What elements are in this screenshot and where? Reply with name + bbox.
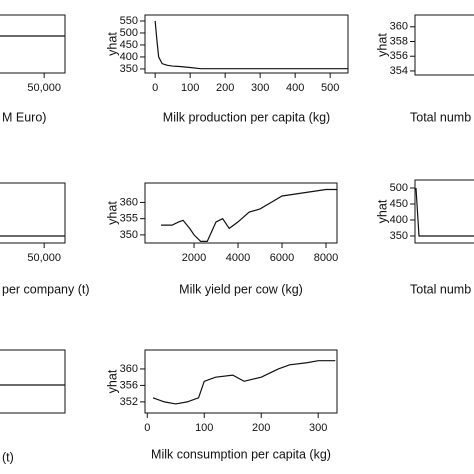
plot-frame [0, 182, 66, 244]
plot-frame [0, 349, 66, 414]
plot-frame [144, 349, 338, 414]
x-tick-label: 0 [152, 82, 158, 94]
y-tick-label: 400 [390, 214, 408, 226]
x-tick-label: 0 [144, 422, 150, 434]
x-axis-label: Total numb [410, 110, 471, 124]
plot-frame [144, 182, 338, 244]
y-axis-label: yhat [375, 199, 389, 223]
pd-curve [152, 360, 336, 405]
x-tick-label: 300 [309, 422, 327, 434]
x-tick-label: 50,000 [27, 252, 61, 264]
x-tick-label: 50,000 [27, 82, 61, 94]
x-tick-label: 4000 [226, 252, 250, 264]
x-axis-label: Milk yield per cow (kg) [179, 282, 303, 296]
x-axis-label: Total numb [410, 282, 471, 296]
x-axis-label: (t) [2, 450, 14, 464]
pd-curve [161, 188, 337, 242]
y-tick-label: 358 [390, 35, 408, 47]
plot-frame [0, 14, 66, 74]
y-tick-label: 550 [120, 15, 138, 27]
x-tick-label: 8000 [314, 252, 338, 264]
x-tick-label: 200 [252, 422, 270, 434]
x-tick-label: 2000 [182, 252, 206, 264]
y-tick-label: 355 [120, 213, 138, 225]
y-tick-label: 400 [120, 51, 138, 63]
y-tick-label: 360 [120, 196, 138, 208]
y-tick-label: 500 [390, 182, 408, 194]
x-axis-label: Milk consumption per capita (kg) [151, 447, 331, 461]
plot-frame [414, 179, 474, 244]
y-tick-label: 354 [390, 65, 408, 77]
plot-frame [144, 14, 349, 74]
plot-frame [414, 14, 474, 76]
y-tick-label: 360 [390, 21, 408, 33]
y-tick-label: 356 [120, 379, 138, 391]
y-axis-label: yhat [105, 369, 119, 393]
y-tick-label: 360 [120, 363, 138, 375]
x-tick-label: 300 [251, 82, 269, 94]
x-axis-label: M Euro) [2, 110, 46, 124]
x-tick-label: 100 [181, 82, 199, 94]
y-tick-label: 350 [120, 229, 138, 241]
cropped-curve [415, 187, 474, 237]
y-axis-label: yhat [375, 33, 389, 57]
x-tick-label: 500 [321, 82, 339, 94]
y-tick-label: 352 [120, 396, 138, 408]
pd-curve [154, 20, 348, 70]
x-tick-label: 200 [216, 82, 234, 94]
x-axis-label: per company (t) [2, 282, 90, 296]
y-tick-label: 450 [390, 198, 408, 210]
y-axis-label: yhat [105, 201, 119, 225]
y-axis-label: yhat [105, 32, 119, 56]
y-tick-label: 350 [120, 63, 138, 75]
y-tick-label: 450 [120, 39, 138, 51]
y-tick-label: 356 [390, 50, 408, 62]
x-tick-label: 6000 [270, 252, 294, 264]
x-tick-label: 400 [286, 82, 304, 94]
x-axis-label: Milk production per capita (kg) [163, 110, 330, 124]
y-tick-label: 350 [390, 230, 408, 242]
y-tick-label: 500 [120, 27, 138, 39]
x-tick-label: 100 [195, 422, 213, 434]
